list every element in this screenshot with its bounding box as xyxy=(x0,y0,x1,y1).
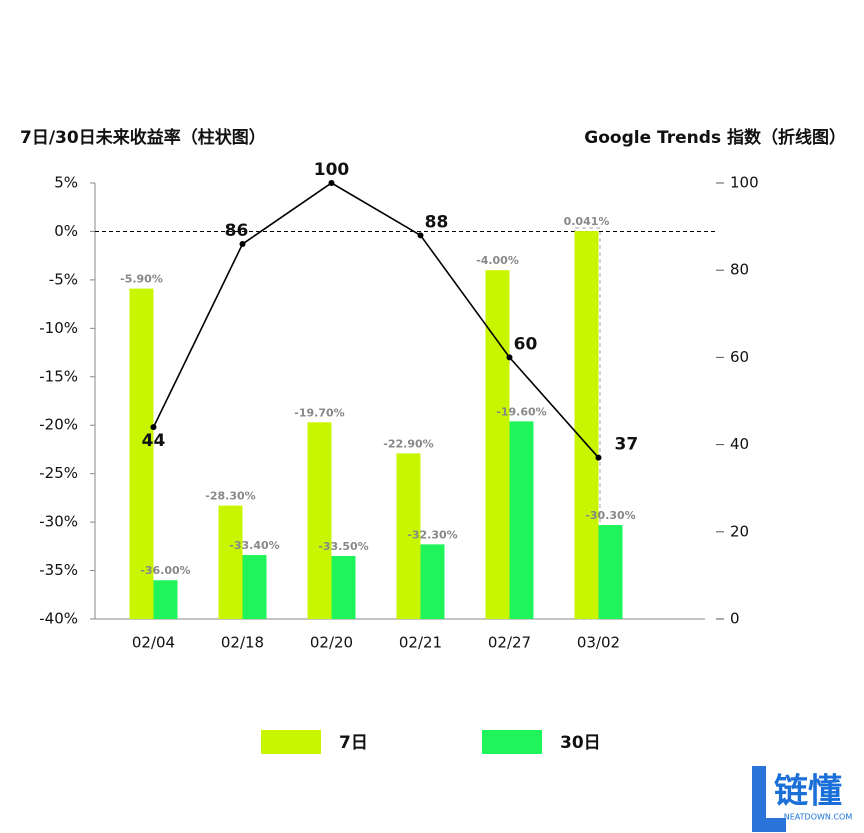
value-label: 0.041% xyxy=(564,215,610,228)
bar xyxy=(242,555,267,619)
point-label: 86 xyxy=(225,221,249,241)
bar xyxy=(396,453,421,619)
y-tick-label: -15% xyxy=(39,367,78,385)
value-label: -5.90% xyxy=(120,273,163,286)
trend-point xyxy=(239,241,246,248)
y-tick-label: -25% xyxy=(39,464,78,482)
value-label: -19.60% xyxy=(496,405,546,418)
legend-label: 30日 xyxy=(560,733,601,753)
point-label: 44 xyxy=(142,431,166,451)
y-tick-label: -5% xyxy=(49,270,78,288)
bar xyxy=(574,231,599,620)
bar xyxy=(485,270,510,619)
y-tick-label: 5% xyxy=(54,174,78,192)
point-label: 60 xyxy=(514,334,538,354)
y2-tick-label: 40 xyxy=(730,435,749,453)
bar xyxy=(307,422,332,619)
trend-point xyxy=(417,232,424,239)
legend-swatch xyxy=(261,730,321,754)
x-tick-label: 02/27 xyxy=(488,634,531,652)
y-tick-label: -40% xyxy=(39,610,78,628)
x-tick-label: 02/04 xyxy=(132,634,175,652)
bar xyxy=(598,525,623,619)
y-tick-label: -20% xyxy=(39,416,78,434)
trend-line xyxy=(152,182,600,459)
trend-point xyxy=(506,354,513,361)
y2-tick-label: 20 xyxy=(730,522,749,540)
bar xyxy=(509,421,534,619)
y-tick-label: -35% xyxy=(39,561,78,579)
y-tick-label: -10% xyxy=(39,319,78,337)
point-label: 100 xyxy=(314,160,350,180)
y2-tick-label: 80 xyxy=(730,261,749,279)
y-axis-title: 7日/30日未来收益率（柱状图） xyxy=(20,127,266,148)
logo-text: 链懂 xyxy=(774,772,842,812)
point-label: 88 xyxy=(425,212,449,232)
bar xyxy=(153,580,178,619)
trend-point xyxy=(595,454,602,461)
value-label: -28.30% xyxy=(205,490,255,503)
legend-label: 7日 xyxy=(339,733,368,753)
value-label: -22.90% xyxy=(383,437,433,450)
y2-tick-label: 0 xyxy=(730,610,740,628)
x-tick-label: 02/18 xyxy=(221,634,264,652)
value-label: -30.30% xyxy=(585,509,635,522)
value-label: -33.40% xyxy=(229,539,279,552)
bar xyxy=(420,544,445,619)
x-tick-label: 02/20 xyxy=(310,634,353,652)
trend-point xyxy=(328,180,335,186)
bar xyxy=(218,505,243,619)
y2-axis-title: Google Trends 指数（折线图） xyxy=(584,127,846,148)
value-label: -36.00% xyxy=(140,564,190,577)
value-label: -4.00% xyxy=(476,254,519,267)
logo-subtext: NEATDOWN.COM xyxy=(784,813,853,822)
logo-mark xyxy=(752,766,786,832)
y-tick-label: -30% xyxy=(39,513,78,531)
x-tick-label: 02/21 xyxy=(399,634,442,652)
bar xyxy=(129,288,154,619)
bar xyxy=(331,556,356,619)
x-tick-label: 03/02 xyxy=(577,634,620,652)
y-tick-label: 0% xyxy=(54,222,78,240)
y2-tick-label: 60 xyxy=(730,348,749,366)
y2-tick-label: 100 xyxy=(730,174,759,192)
legend-swatch xyxy=(482,730,542,754)
trend-point xyxy=(150,424,157,431)
point-label: 37 xyxy=(615,435,639,455)
value-label: -19.70% xyxy=(294,406,344,419)
value-label: -33.50% xyxy=(318,540,368,553)
value-label: -32.30% xyxy=(407,528,457,541)
